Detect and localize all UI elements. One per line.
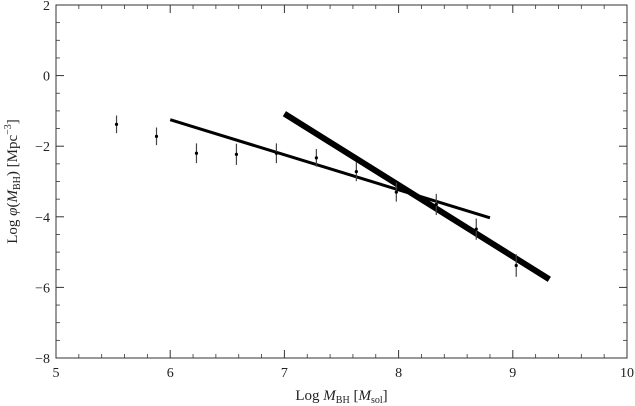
y-axis-ticks: 2 0 −2 −4 −6 −8 — [35, 0, 627, 367]
plot-border — [55, 4, 628, 359]
x-tick-label: 6 — [167, 366, 174, 381]
thick-fit-line — [282, 111, 551, 282]
y-tick-label: −2 — [35, 140, 50, 155]
fit-lines — [169, 111, 551, 282]
data-point — [154, 134, 159, 138]
data-point — [234, 152, 239, 156]
plot-frame — [55, 4, 628, 359]
data-point — [114, 122, 119, 126]
data-points — [114, 115, 518, 277]
x-tick-label: 10 — [620, 366, 634, 381]
x-tick-label: 7 — [281, 366, 288, 381]
x-axis-label: Log MBH [Msol] — [295, 388, 387, 406]
x-axis-ticks: 5 6 7 8 9 10 — [53, 5, 634, 381]
data-point — [274, 151, 279, 155]
y-tick-label: 0 — [43, 70, 50, 85]
data-point — [194, 151, 199, 155]
data-point — [354, 170, 358, 174]
x-tick-label: 9 — [509, 366, 516, 381]
data-point — [474, 227, 478, 231]
y-tick-label: −4 — [35, 211, 50, 226]
data-point — [394, 190, 398, 194]
data-point — [434, 202, 438, 207]
y-tick-label: −8 — [35, 352, 50, 367]
data-point — [514, 263, 518, 268]
thin-fit-line — [169, 118, 491, 220]
data-point — [314, 156, 318, 160]
y-axis-label: Log φ(MBH) [Mpc−3] — [3, 119, 23, 244]
x-tick-label: 5 — [53, 366, 60, 381]
x-tick-label: 8 — [395, 366, 402, 381]
y-tick-label: −6 — [35, 281, 50, 296]
y-tick-label: 2 — [43, 0, 50, 14]
